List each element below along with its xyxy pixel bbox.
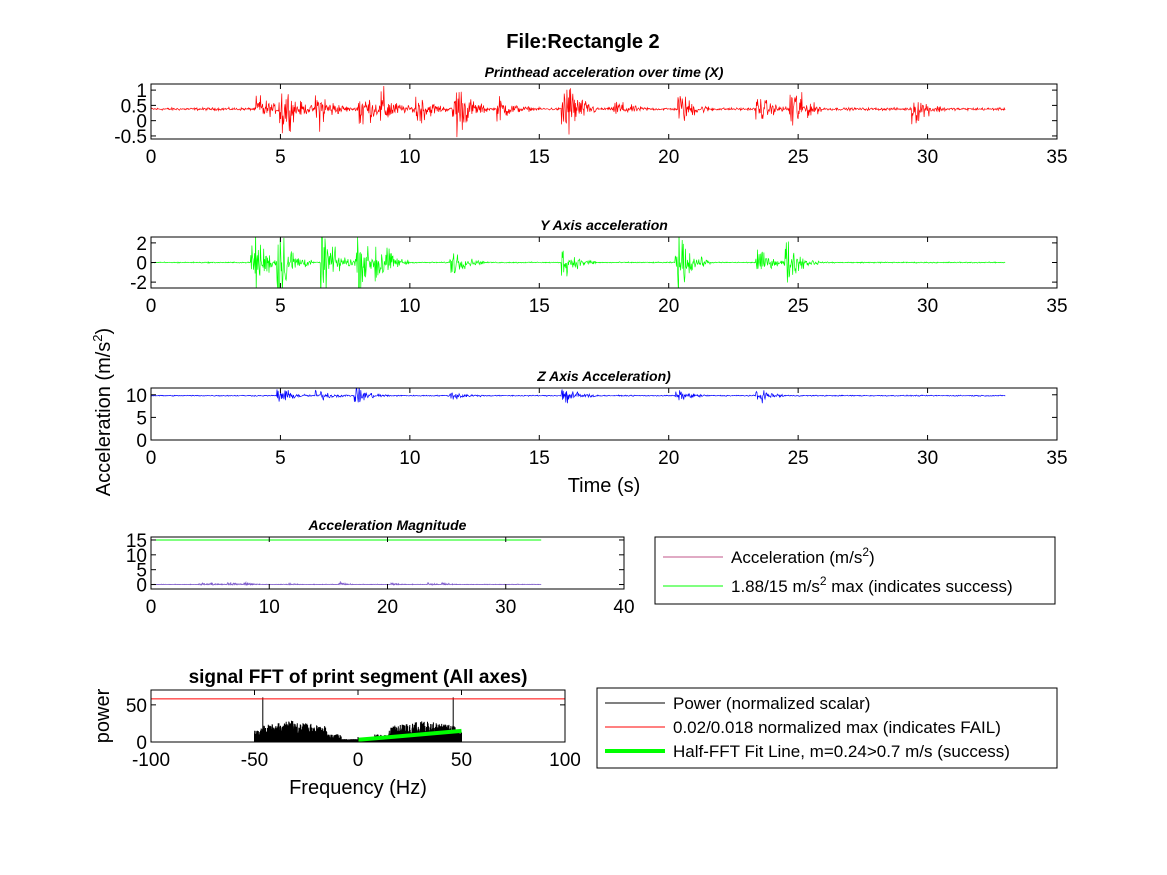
shared-ylabel: Acceleration (m/s2) — [90, 328, 115, 496]
x-tick-label: 0 — [146, 147, 157, 168]
figure-title: File:Rectangle 2 — [506, 31, 659, 53]
y-tick-label: 0 — [136, 431, 147, 452]
x-tick-label: 30 — [917, 448, 938, 469]
y-tick-label: 0 — [136, 254, 147, 275]
y-axis-label: power — [92, 688, 114, 743]
x-tick-label: 30 — [917, 147, 938, 168]
x-tick-label: 100 — [549, 750, 581, 771]
y-tick-label: 10 — [126, 546, 147, 567]
x-tick-label: 0 — [146, 597, 157, 618]
y-tick-label: -2 — [130, 273, 147, 294]
x-tick-label: 30 — [917, 296, 938, 317]
x-tick-label: 10 — [399, 296, 420, 317]
x-tick-label: 5 — [275, 147, 286, 168]
x-tick-label: 0 — [146, 448, 157, 469]
x-tick-label: 20 — [658, 296, 679, 317]
legend-label: Power (normalized scalar) — [673, 694, 870, 713]
x-tick-label: 15 — [529, 296, 550, 317]
chart-title: Acceleration Magnitude — [308, 517, 467, 533]
y-tick-label: 10 — [126, 386, 147, 407]
legend-label: 1.88/15 m/s2 max (indicates success) — [731, 574, 1013, 596]
x-tick-label: 15 — [529, 448, 550, 469]
y-tick-label: 2 — [136, 234, 147, 255]
x-tick-label: 0 — [353, 750, 364, 771]
x-tick-label: 35 — [1046, 296, 1067, 317]
legend-box — [596, 687, 1058, 769]
x-tick-label: -50 — [241, 750, 268, 771]
series-z-0 — [151, 388, 1006, 404]
x-tick-label: 10 — [259, 597, 280, 618]
x-tick-label: 20 — [658, 147, 679, 168]
y-tick-label: 5 — [136, 561, 147, 582]
legend-label: Acceleration (m/s2) — [731, 545, 875, 567]
x-tick-label: -100 — [132, 750, 170, 771]
series-x-0 — [151, 85, 1006, 138]
data-layer — [151, 539, 542, 587]
series-mag-0 — [151, 581, 542, 587]
y-tick-label: 0 — [136, 576, 147, 597]
y-tick-label: 1 — [136, 81, 147, 102]
legend-box — [654, 536, 1056, 605]
chart-x: Printhead acceleration over time (X)0 5 10… — [114, 64, 1067, 168]
y-tick-label: 0 — [136, 733, 147, 754]
x-tick-label: 50 — [451, 750, 472, 771]
chart-fft: signal FFT of print segment (All axes) -1… — [92, 667, 1058, 799]
x-tick-label: 0 — [146, 296, 157, 317]
x-tick-label: 20 — [658, 448, 679, 469]
chart-title: Z Axis Acceleration) — [536, 368, 671, 384]
data-layer — [151, 85, 1006, 138]
x-tick-label: 10 — [399, 448, 420, 469]
x-tick-label: 40 — [613, 597, 634, 618]
y-tick-label: 0 — [136, 112, 147, 133]
data-layer — [151, 388, 1006, 404]
legend-label: Half-FFT Fit Line, m=0.24>0.7 m/s (succe… — [673, 742, 1010, 761]
series-y-0 — [151, 237, 1006, 288]
data-layer — [151, 237, 1006, 288]
x-tick-label: 30 — [495, 597, 516, 618]
x-tick-label: 5 — [275, 296, 286, 317]
chart-z: Z Axis Acceleration)0 5 10 15 20 25 30 350510Ti… — [126, 368, 1068, 497]
y-tick-label: 15 — [126, 531, 147, 552]
x-tick-label: 5 — [275, 448, 286, 469]
y-tick-label: -0.5 — [114, 127, 147, 148]
y-tick-label: 5 — [136, 408, 147, 429]
x-tick-label: 25 — [788, 448, 809, 469]
x-tick-label: 10 — [399, 147, 420, 168]
chart-title: Printhead acceleration over time (X) — [485, 64, 724, 80]
legend-label: 0.02/0.018 normalized max (indicates FAI… — [673, 718, 1001, 737]
axes-box — [150, 536, 625, 590]
data-layer — [151, 697, 565, 742]
chart-title: signal FFT of print segment (All axes) — [189, 667, 528, 688]
x-tick-label: 20 — [377, 597, 398, 618]
y-tick-label: 50 — [126, 696, 147, 717]
axes-box — [150, 387, 1058, 441]
x-tick-label: 25 — [788, 296, 809, 317]
chart-title: Y Axis acceleration — [540, 217, 668, 233]
x-tick-label: 35 — [1046, 147, 1067, 168]
axes-box — [150, 689, 566, 743]
x-tick-label: 25 — [788, 147, 809, 168]
x-axis-label: Frequency (Hz) — [289, 777, 427, 799]
axes-box — [150, 83, 1058, 140]
y-tick-label: 0.5 — [121, 96, 147, 117]
x-tick-label: 15 — [529, 147, 550, 168]
series-fft-2 — [357, 728, 462, 742]
x-tick-label: 35 — [1046, 448, 1067, 469]
x-axis-label: Time (s) — [568, 475, 641, 497]
